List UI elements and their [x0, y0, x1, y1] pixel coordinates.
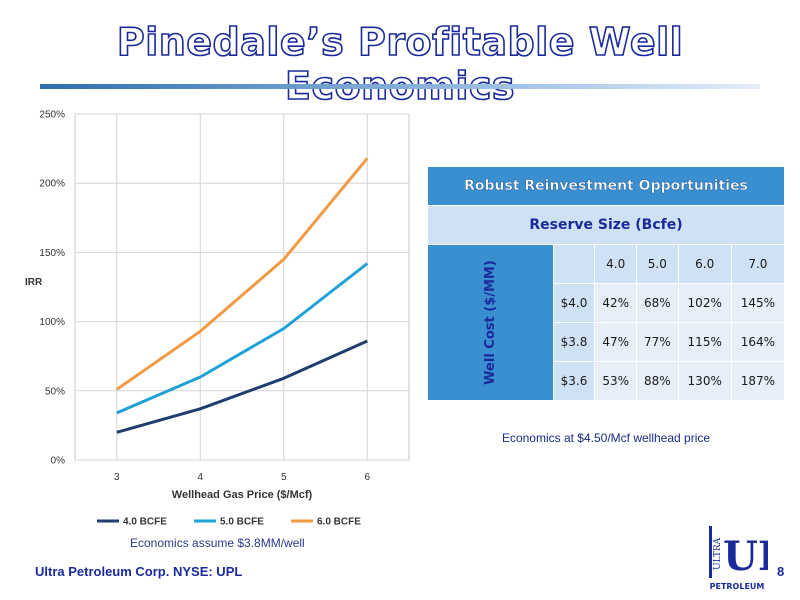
column-header: 6.0 — [677, 244, 732, 284]
table-cell: 53% — [594, 361, 637, 401]
series-line-4-0-bcfe — [116, 339, 368, 434]
table-title: Robust Reinvestment Opportunities — [427, 166, 785, 206]
corner-cell — [552, 244, 596, 284]
ultra-petroleum-logo: ULTRA UP PETROLEUM — [709, 526, 768, 591]
row-label: $3.8 — [552, 322, 596, 362]
y-axis-ticks: 0% 50% 100% 150% 200% 250% — [39, 110, 65, 467]
series-line-6-0-bcfe — [115, 157, 369, 391]
legend-label: 4.0 BCFE — [123, 517, 167, 528]
column-header: 4.0 — [594, 244, 637, 284]
y-axis-label: IRR — [25, 277, 43, 288]
table-row: $3.6 53% 88% 130% 187% — [428, 361, 786, 401]
series-line-5-0-bcfe — [116, 262, 369, 415]
reinvestment-table: Robust Reinvestment Opportunities Reserv… — [427, 166, 786, 401]
logo-ultra-text: ULTRA — [713, 537, 723, 570]
table-footnote: Economics at $4.50/Mcf wellhead price — [501, 431, 711, 445]
y-tick-label: 250% — [39, 110, 65, 121]
title-underline — [40, 84, 760, 89]
column-header: 7.0 — [730, 244, 786, 284]
column-header: 5.0 — [636, 244, 679, 284]
table-subtitle: Reserve Size (Bcfe) — [427, 205, 785, 245]
x-axis-ticks: 3 4 5 6 — [114, 472, 371, 483]
x-axis-label: Wellhead Gas Price ($/Mcf) — [172, 489, 313, 501]
row-axis-cell: Well Cost ($/MM) — [427, 244, 554, 401]
table-cell: 102% — [677, 283, 732, 323]
slide-title: Pinedale’s Profitable Well Economics — [116, 19, 684, 109]
chart-legend: 4.0 BCFE 5.0 BCFE 6.0 BCFE — [97, 517, 361, 528]
chart-footnote: Economics assume $3.8MM/well — [130, 536, 305, 550]
x-tick-label: 4 — [197, 472, 203, 483]
table-cell: 130% — [677, 361, 732, 401]
table-cell: 88% — [636, 361, 679, 401]
table-cell: 47% — [594, 322, 637, 362]
y-tick-label: 50% — [45, 386, 65, 397]
chart-gridlines — [75, 113, 409, 461]
row-label: $4.0 — [552, 283, 596, 323]
logo-up-text: UP — [723, 533, 768, 580]
table-cell: 115% — [677, 322, 732, 362]
table-cell: 68% — [636, 283, 679, 323]
y-tick-label: 100% — [39, 317, 65, 328]
row-axis-label: Well Cost ($/MM) — [482, 260, 498, 385]
table-cell: 145% — [730, 283, 786, 323]
y-tick-label: 150% — [39, 248, 65, 259]
row-label: $3.6 — [552, 361, 596, 401]
table-row: $3.8 47% 77% 115% 164% — [428, 322, 786, 362]
x-tick-label: 3 — [114, 472, 120, 483]
y-tick-label: 0% — [51, 456, 66, 467]
chart-series — [115, 157, 369, 434]
table-cell: 187% — [730, 361, 786, 401]
logo-petroleum-text: PETROLEUM — [710, 582, 765, 591]
table-cell: 42% — [594, 283, 637, 323]
legend-label: 5.0 BCFE — [220, 517, 264, 528]
chart-plot-area — [74, 113, 410, 461]
y-tick-label: 200% — [39, 179, 65, 190]
legend-label: 6.0 BCFE — [317, 517, 361, 528]
x-tick-label: 6 — [364, 472, 370, 483]
table-cell: 77% — [636, 322, 679, 362]
page-number: 8 — [777, 564, 785, 579]
irr-line-chart: 0% 50% 100% 150% 200% 250% 3 4 5 6 IRR Wellhead … — [25, 110, 410, 528]
footer-company: Ultra Petroleum Corp. NYSE: UPL — [35, 564, 243, 579]
table-cell: 164% — [730, 322, 786, 362]
x-tick-label: 5 — [281, 472, 287, 483]
